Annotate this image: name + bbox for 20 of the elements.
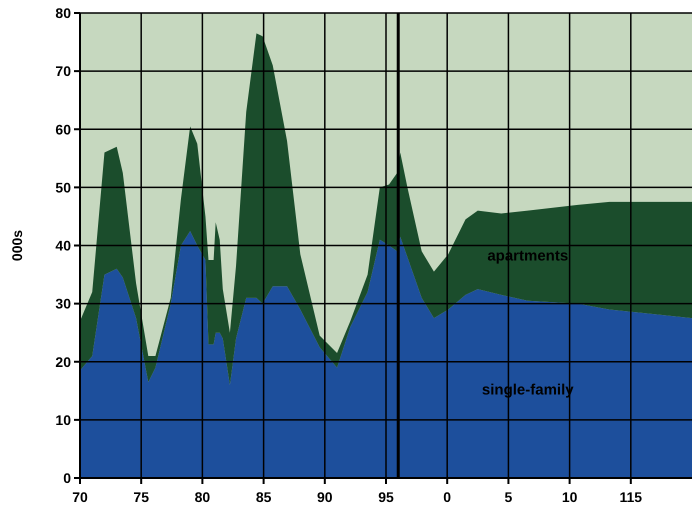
y-tick-label: 30 bbox=[55, 296, 72, 312]
y-tick-label: 80 bbox=[55, 5, 72, 21]
x-tick-label: 90 bbox=[317, 489, 333, 505]
x-tick-label: 75 bbox=[133, 489, 150, 505]
y-tick-label: 10 bbox=[55, 412, 72, 428]
x-tick-label: 80 bbox=[194, 489, 210, 505]
y-tick-label: 70 bbox=[55, 63, 72, 80]
x-tick-label: 10 bbox=[562, 489, 578, 505]
x-tick-label: 95 bbox=[378, 489, 394, 505]
y-tick-label: 40 bbox=[55, 238, 72, 254]
x-tick-label: 85 bbox=[256, 489, 272, 505]
y-tick-label: 20 bbox=[55, 354, 72, 370]
x-tick-label: 70 bbox=[72, 489, 88, 505]
y-axis-title: 000s bbox=[9, 230, 25, 262]
y-tick-label: 60 bbox=[55, 121, 72, 138]
y-tick-label: 50 bbox=[55, 179, 72, 196]
x-tick-label: 0 bbox=[443, 489, 452, 505]
x-tick-label: 5 bbox=[504, 489, 513, 505]
y-tick-label: 0 bbox=[63, 470, 72, 486]
x-tick-label: 115 bbox=[620, 489, 642, 505]
